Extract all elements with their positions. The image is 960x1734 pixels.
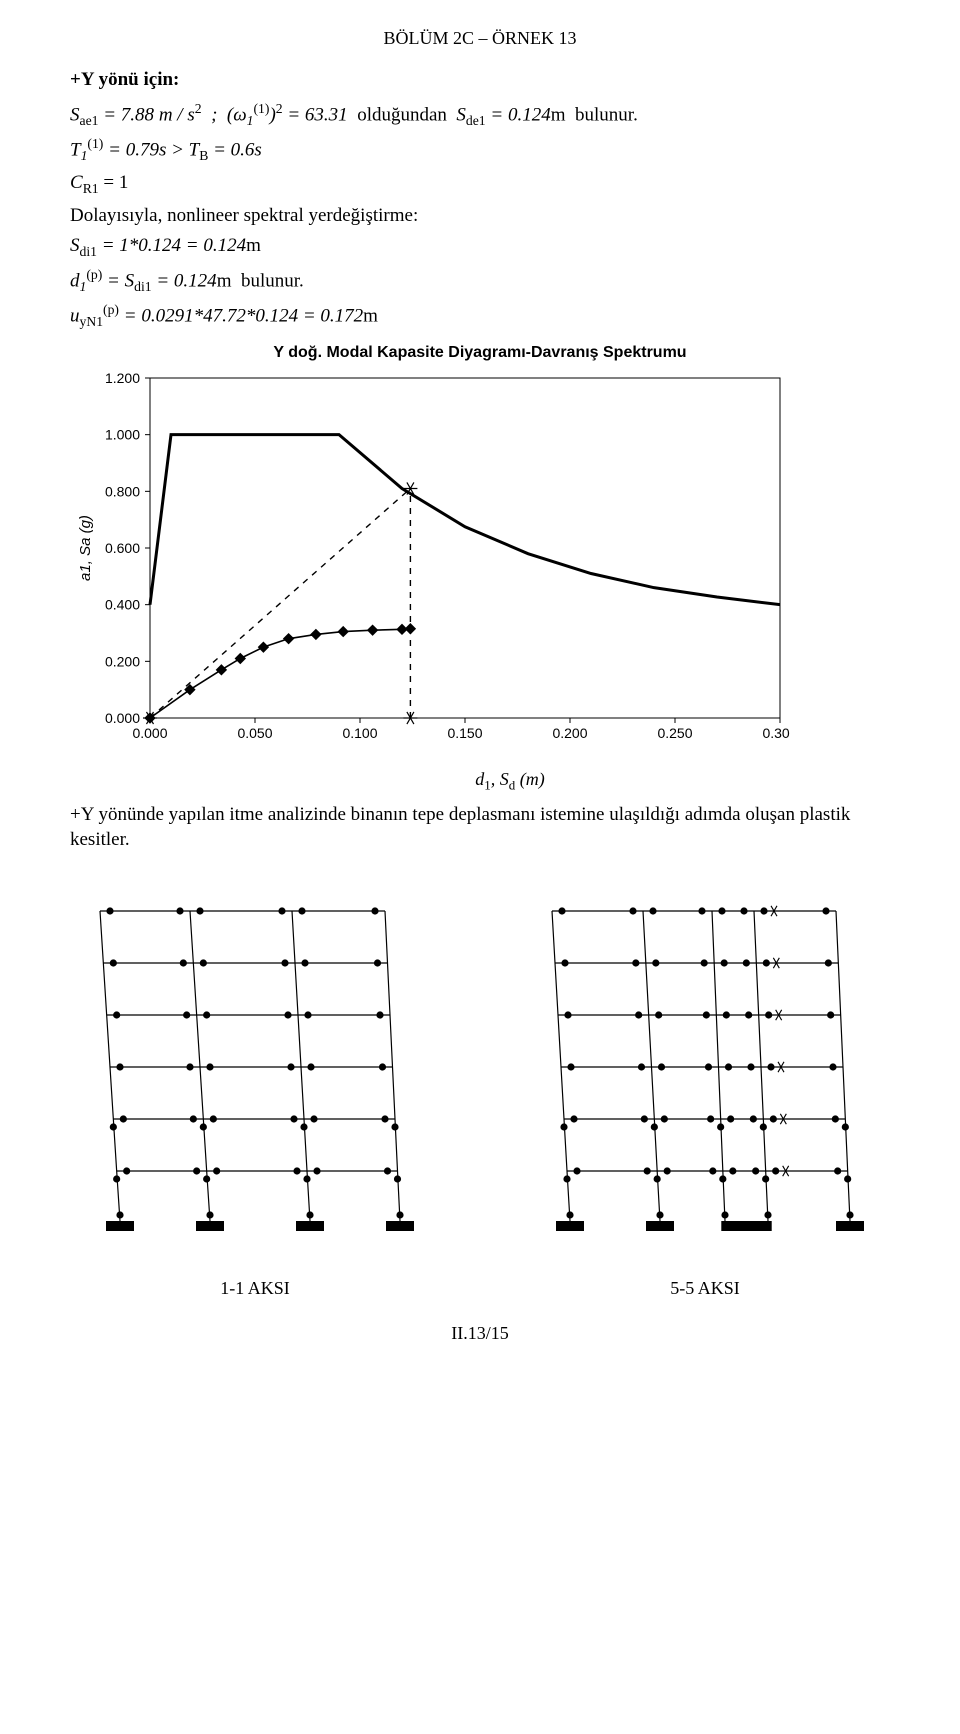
chart-title: Y doğ. Modal Kapasite Diyagramı-Davranış… [70, 344, 890, 362]
svg-text:0.200: 0.200 [552, 725, 587, 741]
page: BÖLÜM 2C – ÖRNEK 13 +Y yönü için: Sae1 =… [0, 0, 960, 1364]
equation-line-5: Sdi1 = 1*0.124 = 0.124m [70, 232, 890, 262]
equation-line-3: CR1 = 1 [70, 169, 890, 199]
svg-text:0.150: 0.150 [447, 725, 482, 741]
frame-right-caption: 5-5 AKSI [520, 1278, 890, 1299]
svg-text:1.200: 1.200 [105, 370, 140, 386]
svg-text:0.400: 0.400 [105, 596, 140, 612]
capacity-spectrum-chart: 0.000 0.200 0.400 0.600 0.800 1.000 1.200 0.000… [70, 368, 790, 768]
svg-text:0.000: 0.000 [105, 710, 140, 726]
svg-text:0.200: 0.200 [105, 653, 140, 669]
equation-line-6: d1(p) = Sdi1 = 0.124m bulunur. [70, 265, 890, 297]
equation-line-2: T1(1) = 0.79s > TB = 0.6s [70, 134, 890, 166]
equation-line-7: uyN1(p) = 0.0291*47.72*0.124 = 0.172m [70, 300, 890, 332]
body-paragraph: +Y yönünde yapılan itme analizinde binan… [70, 803, 890, 852]
page-footer: II.13/15 [70, 1323, 890, 1344]
page-header: BÖLÜM 2C – ÖRNEK 13 [70, 28, 890, 49]
svg-text:0.000: 0.000 [132, 725, 167, 741]
svg-text:0.250: 0.250 [657, 725, 692, 741]
frame-left-diagram [70, 861, 440, 1261]
svg-text:0.800: 0.800 [105, 483, 140, 499]
frame-left-caption: 1-1 AKSI [70, 1278, 440, 1299]
svg-text:0.100: 0.100 [342, 725, 377, 741]
svg-text:1.000: 1.000 [105, 426, 140, 442]
equation-line-1: Sae1 = 7.88 m / s2 ; (ω1(1))2 = 63.31 ol… [70, 99, 890, 131]
chart-xlabel: d1, Sd (m) [70, 769, 890, 794]
section-heading: +Y yönü için: [70, 69, 890, 91]
svg-text:a1, Sa (g): a1, Sa (g) [77, 515, 94, 581]
svg-text:0.050: 0.050 [237, 725, 272, 741]
frame-right-col: 5-5 AKSI [520, 861, 890, 1299]
frame-diagrams-row: 1-1 AKSI 5-5 AKSI [70, 861, 890, 1299]
svg-text:0.600: 0.600 [105, 540, 140, 556]
svg-text:0.300: 0.300 [762, 725, 790, 741]
chart-container: Y doğ. Modal Kapasite Diyagramı-Davranış… [70, 344, 890, 794]
frame-left-col: 1-1 AKSI [70, 861, 440, 1299]
equation-line-4: Dolayısıyla, nonlineer spektral yerdeğiş… [70, 202, 890, 230]
frame-right-diagram [520, 861, 890, 1261]
